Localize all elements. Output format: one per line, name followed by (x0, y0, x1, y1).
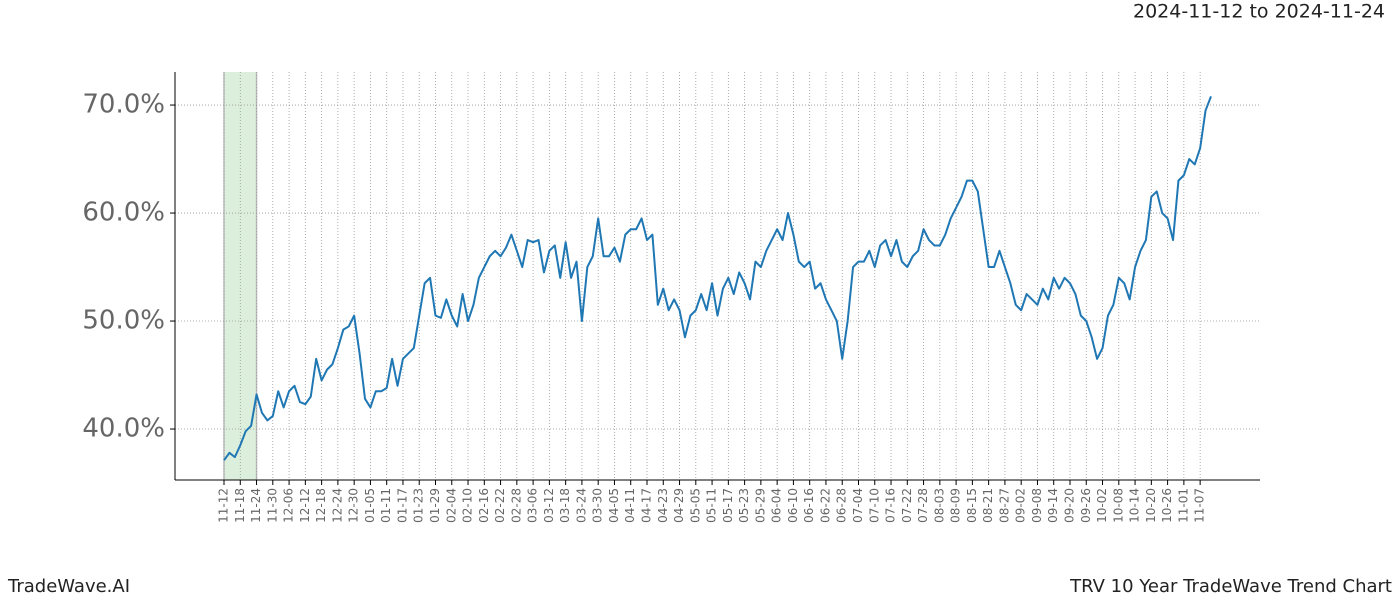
x-tick-label: 01-23 (412, 488, 426, 523)
x-tick-label: 02-28 (509, 488, 523, 523)
x-tick-label: 09-02 (1014, 488, 1028, 523)
footer-left: TradeWave.AI (7, 576, 130, 597)
x-tick-label: 08-03 (932, 488, 946, 523)
x-tick-label: 10-26 (1160, 488, 1174, 523)
x-tick-label: 07-28 (916, 488, 930, 523)
x-tick-label: 11-07 (1193, 488, 1207, 523)
x-tick-label: 07-10 (867, 488, 881, 523)
x-tick-label: 11-30 (265, 488, 279, 523)
x-tick-label: 06-16 (802, 488, 816, 523)
x-tick-label: 07-16 (884, 488, 898, 523)
y-tick-label: 40.0% (82, 414, 165, 444)
x-tick-label: 10-14 (1128, 488, 1142, 523)
x-tick-label: 09-26 (1079, 488, 1093, 523)
y-tick-label: 50.0% (82, 306, 165, 336)
x-tick-label: 12-18 (314, 488, 328, 523)
x-tick-label: 05-29 (753, 488, 767, 523)
x-tick-label: 11-18 (233, 488, 247, 523)
x-tick-label: 01-17 (395, 488, 409, 523)
x-tick-label: 06-28 (835, 488, 849, 523)
x-tick-label: 01-05 (363, 488, 377, 523)
x-tick-label: 09-14 (1046, 488, 1060, 523)
x-tick-label: 08-21 (981, 488, 995, 523)
x-tick-label: 04-17 (639, 488, 653, 523)
x-tick-label: 12-30 (347, 488, 361, 523)
x-tick-label: 02-22 (493, 488, 507, 523)
x-tick-label: 05-11 (705, 488, 719, 523)
x-tick-label: 01-29 (428, 488, 442, 523)
x-tick-label: 07-04 (851, 488, 865, 523)
x-tick-label: 04-11 (623, 488, 637, 523)
x-tick-label: 06-22 (818, 488, 832, 523)
x-tick-label: 04-05 (607, 488, 621, 523)
x-tick-label: 07-22 (900, 488, 914, 523)
x-tick-label: 10-02 (1095, 488, 1109, 523)
x-tick-label: 10-08 (1111, 488, 1125, 523)
x-tick-label: 03-06 (526, 488, 540, 523)
x-tick-label: 02-04 (444, 488, 458, 523)
x-tick-label: 04-23 (656, 488, 670, 523)
x-tick-label: 05-05 (688, 488, 702, 523)
x-tick-label: 06-10 (786, 488, 800, 523)
y-tick-label: 60.0% (82, 198, 165, 228)
x-tick-label: 03-18 (558, 488, 572, 523)
x-tick-label: 08-09 (949, 488, 963, 523)
x-tick-label: 09-08 (1030, 488, 1044, 523)
x-tick-label: 08-27 (997, 488, 1011, 523)
subtitle: 2024-11-12 to 2024-11-24 (1133, 1, 1385, 23)
x-tick-label: 03-24 (574, 488, 588, 523)
x-tick-label: 02-10 (461, 488, 475, 523)
y-tick-label: 70.0% (82, 90, 165, 120)
footer-right: TRV 10 Year TradeWave Trend Chart (1069, 576, 1392, 597)
x-tick-label: 08-15 (965, 488, 979, 523)
x-tick-label: 03-30 (591, 488, 605, 523)
x-tick-label: 11-24 (249, 488, 263, 523)
x-tick-label: 11-01 (1176, 488, 1190, 523)
x-tick-label: 09-20 (1062, 488, 1076, 523)
line (223, 96, 1212, 461)
x-tick-label: 01-11 (379, 488, 393, 523)
x-tick-label: 06-04 (770, 488, 784, 523)
x-tick-label: 02-16 (477, 488, 491, 523)
x-tick-label: 10-20 (1144, 488, 1158, 523)
x-tick-label: 12-24 (330, 488, 344, 523)
x-tick-label: 11-12 (217, 488, 231, 523)
x-tick-label: 12-06 (282, 488, 296, 523)
x-tick-label: 03-12 (542, 488, 556, 523)
x-tick-label: 12-12 (298, 488, 312, 523)
x-tick-label: 04-29 (672, 488, 686, 523)
x-tick-label: 05-17 (721, 488, 735, 523)
x-tick-label: 05-23 (737, 488, 751, 523)
